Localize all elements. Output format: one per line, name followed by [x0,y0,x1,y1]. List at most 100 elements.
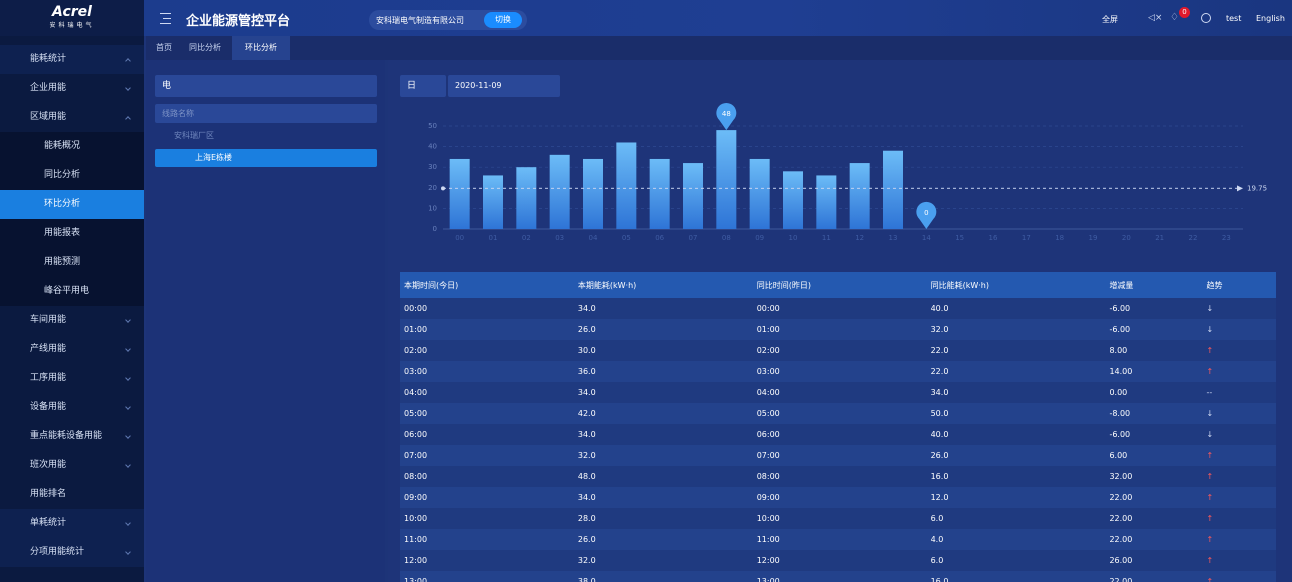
table-cell: -6.00 [1105,424,1203,445]
menu-toggle[interactable] [160,13,171,24]
menu-label: 用能报表 [44,228,81,238]
table-cell: 22.00 [1105,529,1203,550]
table-cell: 40.0 [926,298,1106,319]
table-cell: 02:00 [752,340,927,361]
menu-label: 车间用能 [30,315,67,325]
menu-item[interactable]: 设备用能 [0,393,144,422]
table-cell: 04:00 [400,382,574,403]
table-cell: 10:00 [752,508,927,529]
switch-button[interactable]: 切换 [484,12,522,28]
search-box[interactable]: 线路名称 [155,104,377,123]
x-tick-label: 06 [655,234,664,242]
user[interactable]: test [1226,14,1242,23]
menu-item[interactable]: 产线用能 [0,335,144,364]
language[interactable]: English [1256,14,1285,23]
x-tick-label: 17 [1022,234,1031,242]
menu-label: 峰谷平用电 [44,286,90,296]
table-cell: 12.0 [926,487,1106,508]
menu-label: 能耗概况 [44,141,81,151]
menu-item[interactable]: 企业用能 [0,74,144,103]
tab[interactable]: 同比分析 [189,43,221,52]
table-row: 13:00 38.0 13:00 16.0 22.00 ↑ [400,571,1276,582]
chevron [125,520,131,526]
menu-item[interactable]: 峰谷平用电 [0,277,144,306]
table-cell: 11:00 [400,529,574,550]
table-cell: -6.00 [1105,298,1203,319]
table-cell: 40.0 [926,424,1106,445]
menu-item[interactable]: 工序用能 [0,364,144,393]
menu-label: 设备用能 [30,402,67,412]
table-cell: 26.00 [1105,550,1203,571]
x-tick-label: 19 [1089,234,1098,242]
energy-select[interactable]: 电 [155,75,377,97]
x-tick-label: 08 [722,234,731,242]
x-tick-label: 09 [755,234,764,242]
bar [816,175,837,229]
table-cell: 16.0 [926,571,1106,582]
bar [749,158,770,229]
x-tick-label: 05 [622,234,631,242]
menu-label: 环比分析 [44,199,81,209]
table-row: 11:00 26.0 11:00 4.0 22.00 ↑ [400,529,1276,550]
table-cell: 13:00 [400,571,574,582]
tree-leaf[interactable]: 上海E栋楼 [155,149,377,167]
column-header: 同比能耗(kW·h) [926,272,1106,298]
menu-item[interactable]: 用能排名 [0,480,144,509]
bar [616,142,637,229]
table-cell: 34.0 [573,424,753,445]
table-cell: 22.0 [926,361,1106,382]
period-select[interactable]: 日 [400,75,446,97]
period: 日 [407,81,417,91]
tab[interactable]: 首页 [156,43,172,52]
table-cell: 06:00 [400,424,574,445]
menu-item[interactable]: 重点能耗设备用能 [0,422,144,451]
table-cell: 11:00 [752,529,927,550]
x-tick-label: 10 [789,234,798,242]
table-cell: ↓ [1202,298,1276,319]
table-cell: 32.0 [573,445,753,466]
menu-item[interactable]: 班次用能 [0,451,144,480]
table-cell: 32.00 [1105,466,1203,487]
y-tick-label: 30 [428,163,437,171]
table-row: 09:00 34.0 09:00 12.0 22.00 ↑ [400,487,1276,508]
menu-item[interactable]: 能耗统计 [0,45,144,74]
menu-item[interactable]: 单耗统计 [0,509,144,538]
menu-item[interactable]: 环比分析 [0,190,144,219]
table-cell: ↑ [1202,508,1276,529]
table-cell: 26.0 [573,529,753,550]
table-row: 08:00 48.0 08:00 16.0 32.00 ↑ [400,466,1276,487]
menu-item[interactable]: 区域用能 [0,103,144,132]
menu-item[interactable]: 用能预测 [0,248,144,277]
tree-root[interactable]: 安科瑞厂区 [174,131,214,140]
fullscreen[interactable]: 全屏 [1102,15,1118,24]
chevron [125,317,131,323]
table-cell: 13:00 [752,571,927,582]
table-row: 00:00 34.0 00:00 40.0 -6.00 ↓ [400,298,1276,319]
table-cell: 03:00 [400,361,574,382]
chevron [125,346,131,352]
table-cell: ↓ [1202,403,1276,424]
table-cell: 05:00 [752,403,927,424]
sound-icon[interactable]: ◁× [1148,13,1163,23]
x-tick-label: 12 [855,234,864,242]
menu-item[interactable]: 用能报表 [0,219,144,248]
y-tick-label: 50 [428,122,437,130]
menu-item[interactable]: 同比分析 [0,161,144,190]
x-tick-label: 02 [522,234,531,242]
menu-label: 同比分析 [44,170,81,180]
table-cell: 04:00 [752,382,927,403]
menu-item[interactable]: 车间用能 [0,306,144,335]
menu-item[interactable]: 分项用能统计 [0,538,144,567]
help-icon[interactable] [1201,13,1211,23]
menu-label: 用能排名 [30,489,67,499]
table-cell: 42.0 [573,403,753,424]
table-header: 本期时间(今日) 本期能耗(kW·h) 同比时间(昨日) 同比能耗(kW·h) 增减量趋… [400,272,1276,298]
bell-icon[interactable]: ♢ [1170,12,1179,23]
table-cell: 07:00 [400,445,574,466]
table-cell: 08:00 [400,466,574,487]
table-cell: 34.0 [573,382,753,403]
menu-item[interactable]: 能耗概况 [0,132,144,161]
table-cell: 12:00 [752,550,927,571]
date-picker[interactable]: 2020-11-09 [448,75,560,97]
tab[interactable]: 环比分析 [232,36,290,60]
